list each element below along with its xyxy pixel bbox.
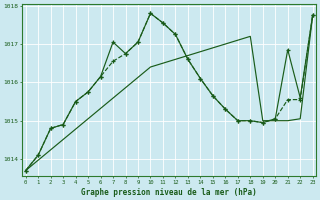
X-axis label: Graphe pression niveau de la mer (hPa): Graphe pression niveau de la mer (hPa) <box>81 188 257 197</box>
